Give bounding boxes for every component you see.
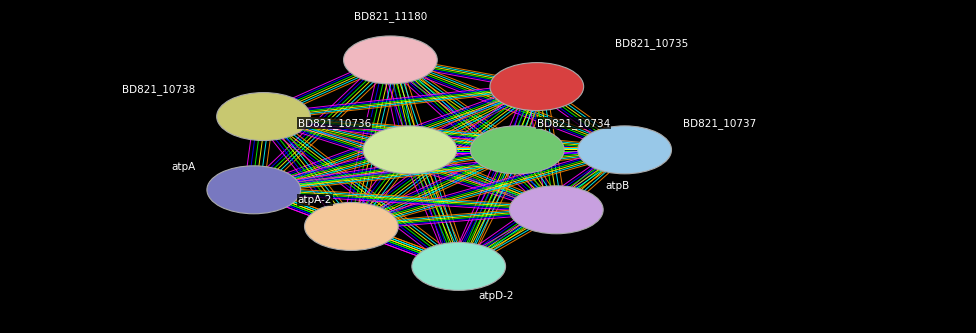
- Text: atpA: atpA: [171, 162, 195, 171]
- Text: BD821_10735: BD821_10735: [615, 38, 688, 49]
- Text: BD821_11180: BD821_11180: [353, 11, 427, 22]
- Text: BD821_10738: BD821_10738: [122, 85, 195, 95]
- Ellipse shape: [412, 242, 506, 290]
- Ellipse shape: [470, 126, 564, 174]
- Text: atpD-2: atpD-2: [478, 291, 513, 301]
- Ellipse shape: [578, 126, 671, 174]
- Ellipse shape: [217, 93, 310, 141]
- Text: atpB: atpB: [605, 181, 630, 191]
- Ellipse shape: [490, 63, 584, 111]
- Text: atpA-2: atpA-2: [298, 195, 332, 205]
- Text: BD821_10736: BD821_10736: [298, 118, 371, 129]
- Text: BD821_10737: BD821_10737: [683, 118, 756, 129]
- Ellipse shape: [509, 186, 603, 234]
- Text: BD821_10734: BD821_10734: [537, 118, 610, 129]
- Ellipse shape: [207, 166, 301, 214]
- Ellipse shape: [344, 36, 437, 84]
- Ellipse shape: [305, 202, 398, 250]
- Ellipse shape: [363, 126, 457, 174]
